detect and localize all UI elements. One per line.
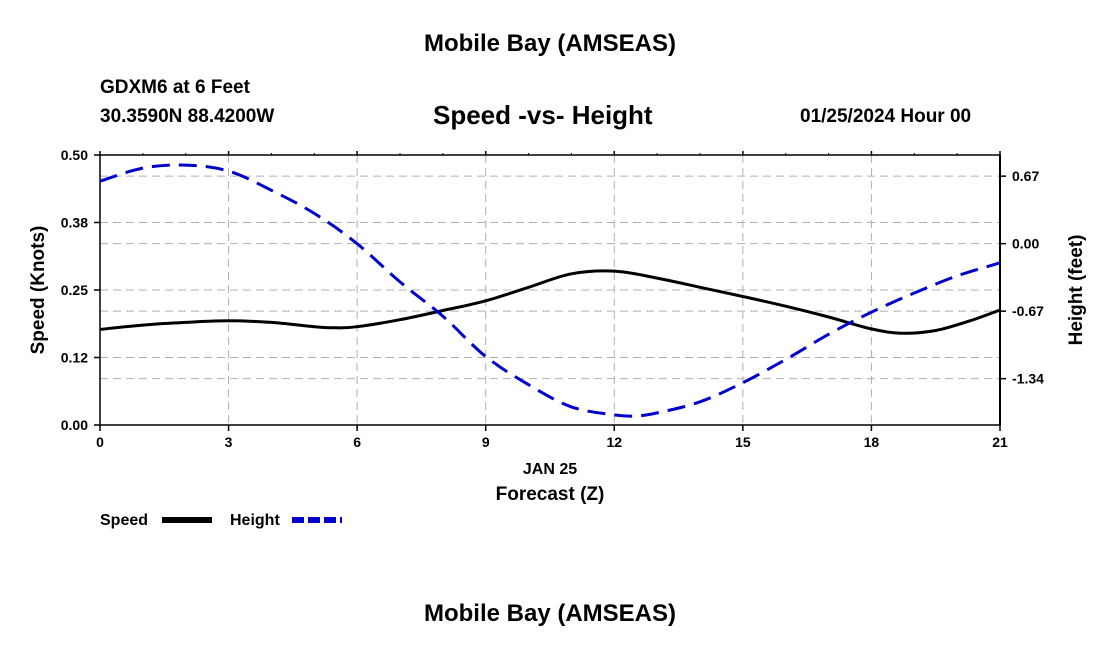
chart-title: Speed -vs- Height bbox=[433, 100, 653, 130]
x-tick-label: 15 bbox=[735, 434, 751, 450]
x-date-label: JAN 25 bbox=[523, 461, 577, 478]
legend: Speed Height bbox=[100, 512, 342, 529]
y-right-tick-label: -1.34 bbox=[1012, 371, 1044, 387]
x-tick-label: 6 bbox=[353, 434, 361, 450]
series-line-height bbox=[99, 163, 1001, 418]
x-tick-label: 3 bbox=[225, 434, 233, 450]
datetime-label: 01/25/2024 Hour 00 bbox=[800, 106, 972, 127]
series-layer bbox=[99, 163, 1001, 418]
legend-label-height: Height bbox=[230, 512, 280, 529]
y-right-tick-label: 0.00 bbox=[1012, 236, 1039, 252]
y-left-tick-label: 0.25 bbox=[61, 282, 88, 298]
x-tick-label: 0 bbox=[96, 434, 104, 450]
series-line-speed bbox=[99, 269, 1001, 335]
y-left-tick-label: 0.00 bbox=[61, 417, 88, 433]
y-axis-label-right: Height (feet) bbox=[1066, 235, 1087, 346]
coords-label: 30.3590N 88.4200W bbox=[100, 106, 275, 127]
y-axis-label-left: Speed (Knots) bbox=[28, 226, 49, 355]
y-right-tick-label: 0.67 bbox=[1012, 168, 1039, 184]
x-tick-label: 21 bbox=[992, 434, 1008, 450]
x-tick-label: 9 bbox=[482, 434, 490, 450]
y-right-tick-label: -0.67 bbox=[1012, 303, 1044, 319]
y-left-tick-label: 0.50 bbox=[61, 147, 88, 163]
bottom-title: Mobile Bay (AMSEAS) bbox=[423, 600, 677, 627]
y-left-tick-label: 0.12 bbox=[61, 350, 88, 366]
x-axis-label: Forecast (Z) bbox=[496, 484, 605, 505]
axis-ticks: 0 3 6 9 12 15 18 21 0.00 0.12 0.25 0.38 0.50 -1.34 -0.… bbox=[61, 147, 1044, 450]
x-tick-label: 18 bbox=[864, 434, 880, 450]
grid-lines bbox=[100, 155, 1000, 425]
top-title: Mobile Bay (AMSEAS) bbox=[423, 30, 677, 57]
station-label: GDXM6 at 6 Feet bbox=[100, 77, 250, 98]
y-left-tick-label: 0.38 bbox=[61, 215, 88, 231]
x-tick-label: 12 bbox=[606, 434, 622, 450]
legend-label-speed: Speed bbox=[100, 512, 148, 529]
